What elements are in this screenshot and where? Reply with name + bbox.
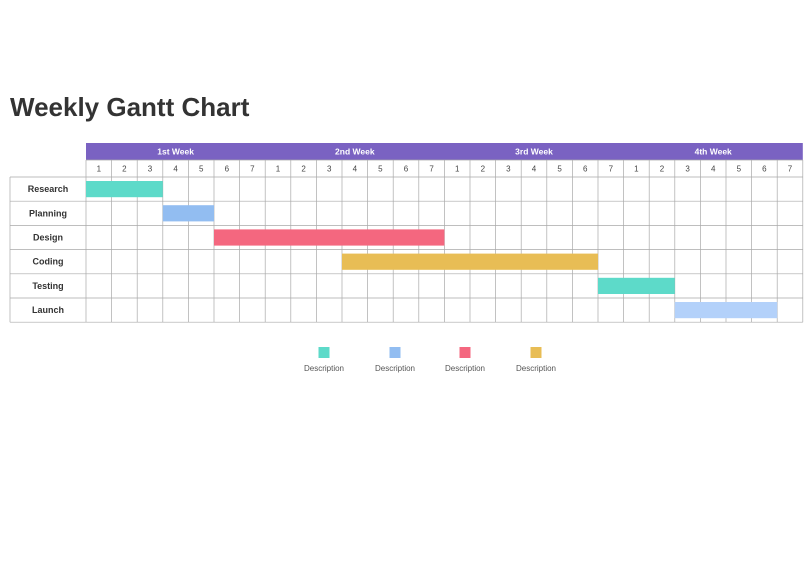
day-label: 6 xyxy=(404,165,409,174)
task-bars xyxy=(86,181,778,319)
grid xyxy=(9,159,804,323)
day-label: 3 xyxy=(685,165,690,174)
task-bar xyxy=(214,229,445,246)
legend-swatch xyxy=(530,347,542,358)
legend-swatch xyxy=(459,347,471,358)
day-label: 1 xyxy=(276,165,281,174)
week-label-1: 1st Week xyxy=(157,147,194,157)
day-label: 6 xyxy=(583,165,588,174)
day-label: 7 xyxy=(788,165,793,174)
day-label: 5 xyxy=(378,165,383,174)
week-label-4: 4th Week xyxy=(695,147,732,157)
week-header-band xyxy=(86,143,803,160)
chart-title: Weekly Gantt Chart xyxy=(10,92,250,122)
day-label: 4 xyxy=(173,165,178,174)
day-label: 2 xyxy=(122,165,127,174)
day-header: 1 2 3 4 5 6 7 1 2 3 4 5 6 7 1 2 3 4 5 6 7 1 2 3 4 5 6 7 xyxy=(97,165,793,174)
task-label: Design xyxy=(33,233,63,243)
legend: Description Description Description Descrip… xyxy=(304,347,556,373)
day-label: 3 xyxy=(327,165,332,174)
week-label-2: 2nd Week xyxy=(335,147,375,157)
task-bar xyxy=(598,277,675,294)
day-label: 4 xyxy=(353,165,358,174)
legend-label: Description xyxy=(445,364,485,373)
legend-swatch xyxy=(318,347,330,358)
legend-swatch xyxy=(389,347,401,358)
task-label: Coding xyxy=(33,257,64,267)
day-label: 7 xyxy=(609,165,614,174)
task-label: Testing xyxy=(32,281,63,291)
task-label: Planning xyxy=(29,208,67,218)
legend-label: Description xyxy=(375,364,415,373)
day-label: 4 xyxy=(532,165,537,174)
day-label: 1 xyxy=(634,165,639,174)
task-bar xyxy=(342,253,598,270)
day-label: 1 xyxy=(455,165,460,174)
day-label: 1 xyxy=(97,165,102,174)
task-bar xyxy=(86,181,163,198)
day-label: 7 xyxy=(429,165,434,174)
day-label: 3 xyxy=(148,165,153,174)
day-label: 4 xyxy=(711,165,716,174)
day-label: 2 xyxy=(481,165,486,174)
day-label: 5 xyxy=(199,165,204,174)
day-label: 3 xyxy=(506,165,511,174)
week-label-3: 3rd Week xyxy=(515,147,553,157)
task-labels: Research Planning Design Coding Testing Launc… xyxy=(28,184,69,315)
legend-label: Description xyxy=(304,364,344,373)
day-label: 6 xyxy=(225,165,230,174)
day-label: 2 xyxy=(660,165,665,174)
day-label: 2 xyxy=(301,165,306,174)
day-label: 5 xyxy=(737,165,742,174)
task-label: Research xyxy=(28,184,69,194)
task-label: Launch xyxy=(32,305,64,315)
day-label: 6 xyxy=(762,165,767,174)
task-bar xyxy=(674,302,778,319)
legend-label: Description xyxy=(516,364,556,373)
week-header: 1st Week 2nd Week 3rd Week 4th Week xyxy=(86,143,803,160)
day-label: 5 xyxy=(557,165,562,174)
task-bar xyxy=(162,205,214,222)
day-label: 7 xyxy=(250,165,255,174)
